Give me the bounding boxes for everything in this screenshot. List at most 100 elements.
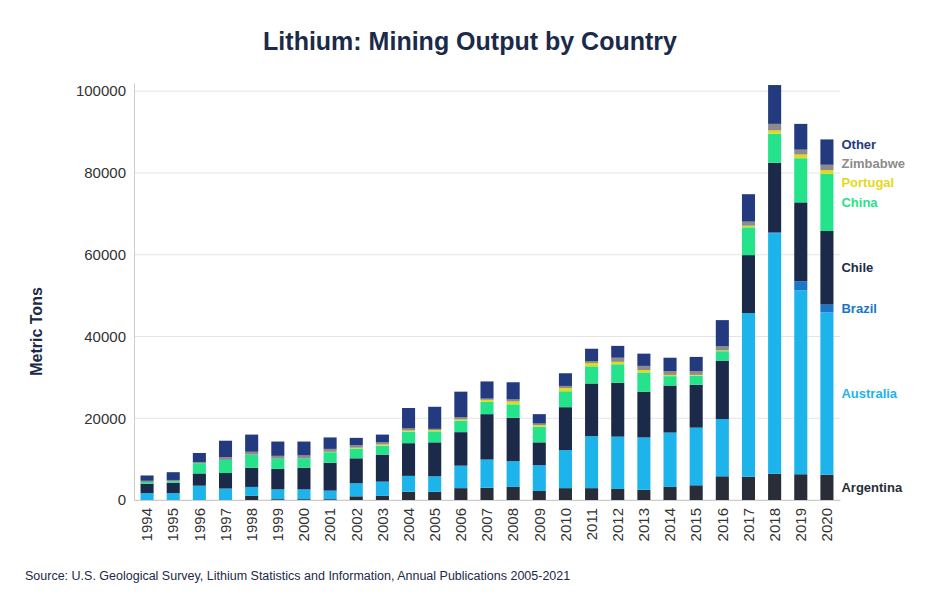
source-note: Source: U.S. Geological Survey, Lithium … (25, 569, 570, 583)
bar (428, 407, 441, 429)
x-tick-label: 2015 (687, 508, 704, 541)
bar (428, 431, 441, 442)
grid-line (134, 254, 840, 255)
bar (820, 174, 833, 231)
bar (533, 427, 546, 443)
bar (141, 482, 154, 483)
bar (507, 399, 520, 401)
bar (585, 436, 598, 488)
bar (716, 361, 729, 419)
bar (167, 483, 180, 493)
bar (402, 492, 415, 500)
legend-label: Portugal (841, 175, 894, 190)
bar (820, 312, 833, 474)
bar (585, 383, 598, 436)
bar (350, 458, 363, 483)
bar (167, 493, 180, 500)
bar (297, 455, 310, 458)
bar (245, 452, 258, 455)
bar (454, 419, 467, 420)
x-tick: 1998 (243, 500, 260, 541)
bar (245, 435, 258, 452)
bar (324, 437, 337, 448)
bar (245, 496, 258, 500)
bar (167, 481, 180, 482)
x-tick: 1995 (164, 500, 181, 541)
bar (664, 375, 677, 376)
bar (141, 484, 154, 493)
bar (585, 366, 598, 383)
bar (820, 170, 833, 174)
bar (742, 255, 755, 313)
x-tick: 2002 (348, 500, 365, 541)
bar (271, 489, 284, 499)
x-tick: 2013 (635, 500, 652, 541)
bar (402, 476, 415, 492)
bar (611, 437, 624, 489)
bar (271, 442, 284, 456)
bar (376, 435, 389, 443)
bar (428, 442, 441, 476)
bar (611, 489, 624, 500)
bar (507, 401, 520, 404)
legend-label: Zimbabwe (841, 156, 905, 171)
bar (507, 404, 520, 417)
grid (134, 91, 840, 500)
bar (794, 474, 807, 500)
x-axis-line (135, 500, 841, 501)
bar (324, 491, 337, 500)
bar (480, 414, 493, 459)
bar (480, 400, 493, 402)
bar (245, 487, 258, 496)
bar (533, 465, 546, 491)
bar (454, 432, 467, 466)
bar (794, 281, 807, 290)
x-tick-label: 2007 (478, 508, 495, 541)
bar (376, 455, 389, 482)
x-tick: 2016 (714, 500, 731, 541)
bar (480, 460, 493, 488)
bar (637, 372, 650, 391)
x-tick: 2011 (583, 500, 600, 540)
bar (820, 475, 833, 500)
x-tick: 2007 (478, 500, 495, 541)
bar (193, 486, 206, 500)
bar (167, 481, 180, 483)
y-tick: 40000 (84, 328, 134, 345)
bar (585, 488, 598, 500)
chart: Lithium: Mining Output by Country0200004… (0, 0, 940, 600)
bar (271, 456, 284, 459)
title: Lithium: Mining Output by Country (263, 27, 677, 55)
bar (402, 431, 415, 432)
bar (402, 443, 415, 476)
bar (637, 370, 650, 372)
bar (559, 488, 572, 500)
y-axis-title: Metric Tons (28, 287, 45, 376)
bar (141, 493, 154, 500)
grid-line (134, 336, 840, 337)
bar (690, 371, 703, 375)
x-tick: 2020 (818, 500, 835, 541)
grid-line (134, 172, 840, 173)
x-tick-label: 2001 (321, 508, 338, 541)
series-3 (141, 163, 834, 493)
bar (167, 480, 180, 481)
bar (193, 463, 206, 464)
bar (664, 487, 677, 500)
bar (219, 460, 232, 473)
bar (428, 492, 441, 500)
y-tick-label: 80000 (84, 164, 126, 181)
bar (454, 421, 467, 432)
x-tick: 2014 (661, 500, 678, 541)
y-tick-label: 100000 (76, 82, 126, 99)
legend-label: Australia (841, 386, 897, 401)
x-tick: 2003 (374, 500, 391, 541)
bar (324, 452, 337, 463)
x-tick-label: 2014 (661, 508, 678, 541)
bar (768, 232, 781, 233)
bar (794, 202, 807, 281)
bar (141, 481, 154, 482)
bar (480, 488, 493, 500)
x-tick-label: 2011 (583, 508, 600, 540)
bar (428, 476, 441, 492)
